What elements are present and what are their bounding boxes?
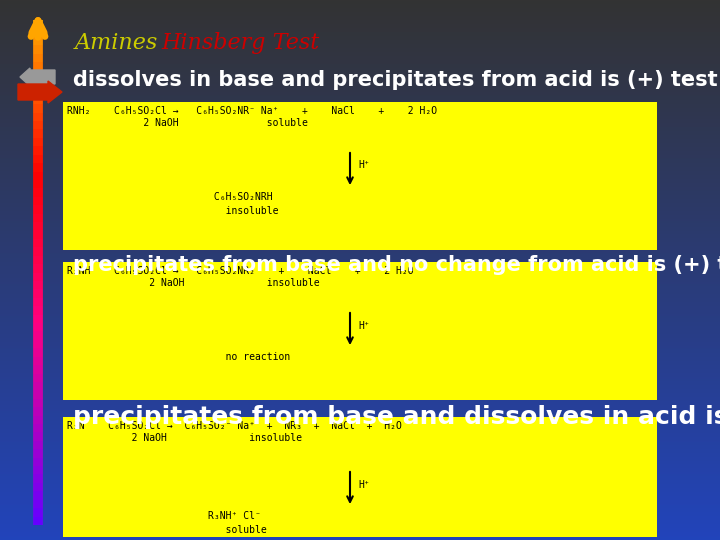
Text: 2 NaOH              insoluble: 2 NaOH insoluble — [67, 278, 320, 288]
Text: C₆H₅SO₂NRH: C₆H₅SO₂NRH — [67, 192, 273, 202]
Text: H⁺: H⁺ — [358, 160, 370, 170]
FancyArrow shape — [20, 68, 55, 86]
Text: R₃NH⁺ Cl⁻: R₃NH⁺ Cl⁻ — [67, 511, 261, 521]
Text: precipitates from base and dissolves in acid is (+) test: precipitates from base and dissolves in … — [73, 405, 720, 429]
Text: R₂NH    C₆H₅SO₂Cl →   C₆H₅SO₂NR₂    +    NaCl    +    2 H₂O: R₂NH C₆H₅SO₂Cl → C₆H₅SO₂NR₂ + NaCl + 2 H… — [67, 266, 413, 276]
Text: R₃N    C₆H₅SO₂Cl →  C₆H₅SO₂⁻ Na⁺  +  NR₃  +  NaCl  +  H₂O: R₃N C₆H₅SO₂Cl → C₆H₅SO₂⁻ Na⁺ + NR₃ + NaC… — [67, 421, 402, 431]
Text: soluble: soluble — [67, 525, 266, 535]
Text: H⁺: H⁺ — [358, 480, 370, 490]
Text: H⁺: H⁺ — [358, 321, 370, 331]
Bar — [63, 262, 657, 400]
Bar — [63, 102, 657, 250]
Text: 2 NaOH              insoluble: 2 NaOH insoluble — [67, 433, 302, 443]
Circle shape — [30, 72, 40, 82]
Bar — [63, 417, 657, 537]
Text: Amines: Amines — [75, 32, 166, 54]
Text: precipitates from base and no change from acid is (+) test: precipitates from base and no change fro… — [73, 255, 720, 275]
Text: no reaction: no reaction — [67, 352, 290, 362]
Text: RNH₂    C₆H₅SO₂Cl →   C₆H₅SO₂NR⁻ Na⁺    +    NaCl    +    2 H₂O: RNH₂ C₆H₅SO₂Cl → C₆H₅SO₂NR⁻ Na⁺ + NaCl +… — [67, 106, 437, 116]
FancyArrow shape — [18, 81, 62, 103]
Text: Hinsberg Test: Hinsberg Test — [161, 32, 319, 54]
Text: 2 NaOH               soluble: 2 NaOH soluble — [67, 118, 308, 128]
Text: insoluble: insoluble — [67, 206, 279, 216]
Text: dissolves in base and precipitates from acid is (+) test: dissolves in base and precipitates from … — [73, 70, 718, 90]
